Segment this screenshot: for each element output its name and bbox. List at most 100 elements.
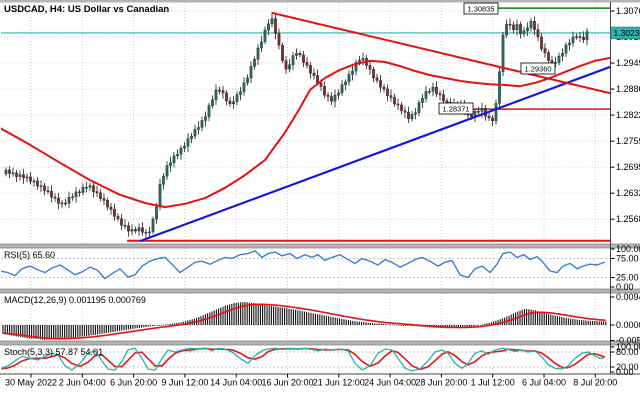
candle-body — [403, 110, 407, 113]
candle-body — [176, 154, 179, 156]
macd-histogram-bar — [374, 323, 376, 325]
macd-histogram-bar — [185, 321, 187, 325]
candle-body — [137, 227, 141, 232]
macd-histogram-bar — [398, 324, 400, 326]
candle-body — [102, 198, 106, 201]
macd-histogram-bar — [101, 325, 103, 334]
macd-histogram-bar — [235, 302, 237, 325]
stoch-scale-label: 20.00 — [616, 362, 639, 372]
candle-body — [197, 127, 200, 130]
price-axis[interactable]: 1.307651.301301.294951.288601.282251.275… — [610, 6, 640, 377]
macd-histogram-bar — [589, 320, 591, 325]
time-tick-label: 30 May 2022 — [5, 378, 57, 388]
candle-body — [253, 59, 256, 67]
macd-histogram-bar — [389, 324, 391, 326]
candle-body — [529, 20, 533, 29]
level-label-box — [520, 62, 556, 75]
macd-histogram-bar — [451, 325, 453, 328]
candle-body — [400, 104, 403, 112]
candle-body — [263, 29, 267, 42]
candle-body — [190, 135, 193, 139]
candle-body — [375, 77, 379, 81]
macd-histogram-bar — [325, 315, 327, 325]
rsi-line — [1, 250, 606, 280]
candle-body — [354, 62, 358, 72]
price-tick-label: 1.26955 — [616, 162, 640, 172]
candle-body — [312, 72, 316, 76]
macd-histogram-bar — [475, 325, 477, 326]
macd-histogram-bar — [578, 319, 580, 325]
macd-histogram-bar — [123, 325, 125, 331]
macd-histogram-bar — [152, 325, 154, 327]
main-price-panel[interactable] — [0, 7, 610, 243]
macd-histogram-bar — [581, 320, 583, 325]
candle-body — [295, 53, 298, 56]
macd-histogram-bar — [281, 307, 283, 325]
candle-body — [11, 172, 15, 175]
current-price-box — [610, 26, 640, 40]
candle-body — [333, 94, 337, 102]
macd-histogram-bar — [132, 325, 134, 329]
candle-body — [239, 91, 242, 95]
macd-histogram-bar — [372, 323, 374, 325]
macd-histogram-bar — [116, 325, 118, 332]
price-tick-label: 1.25685 — [616, 214, 640, 224]
candle-body — [561, 53, 564, 57]
macd-histogram-bar — [383, 324, 385, 325]
candle-body — [498, 71, 501, 104]
macd-histogram-bar — [99, 325, 101, 335]
macd-histogram-bar — [279, 307, 281, 325]
macd-histogram-bar — [46, 325, 48, 340]
price-tick-label: 1.28860 — [616, 84, 640, 94]
time-tick-label: 14 Jun 04:00 — [210, 378, 262, 388]
macd-histogram-bar — [169, 323, 171, 325]
rsi-scale-label: 75.00 — [616, 254, 639, 264]
macd-histogram-bar — [110, 325, 112, 333]
macd-scale-label: 0.009495 — [616, 292, 640, 302]
macd-histogram-bar — [495, 320, 497, 325]
candle-body — [162, 175, 165, 185]
candle-body — [25, 176, 29, 179]
macd-histogram-bar — [317, 314, 319, 325]
panel-separators — [0, 0, 640, 375]
candle-body — [575, 36, 578, 38]
candle-body — [319, 82, 323, 87]
macd-histogram-bar — [266, 305, 268, 325]
macd-histogram-bar — [556, 316, 558, 325]
macd-histogram-bar — [565, 317, 567, 325]
candle-body — [246, 77, 249, 84]
macd-histogram-bar — [83, 325, 85, 337]
candle-body — [81, 187, 85, 193]
rsi-panel[interactable] — [0, 250, 610, 280]
descending-trendline — [271, 11, 610, 95]
time-tick-label: 8 Jul 20:00 — [573, 378, 617, 388]
macd-histogram-bar — [61, 325, 63, 339]
candle-body — [235, 94, 239, 102]
macd-histogram-bar — [13, 325, 15, 337]
chart-title: USDCAD, H4: US Dollar vs Canadian — [4, 4, 169, 15]
macd-histogram-bar — [499, 319, 501, 325]
candle-body — [204, 116, 207, 121]
macd-histogram-bar — [312, 313, 314, 325]
time-axis[interactable]: 30 May 2022 2 Jun 04:00 6 Jun 20:00 9 Jun 1… — [5, 374, 617, 388]
candle-body — [141, 227, 144, 233]
macd-histogram-bar — [268, 305, 270, 325]
macd-histogram-bar — [42, 325, 44, 340]
macd-histogram-bar — [468, 325, 470, 327]
candle-body — [127, 225, 130, 232]
candle-body — [515, 24, 519, 30]
time-tick-label: 6 Jul 04:00 — [522, 378, 566, 388]
macd-histogram-bar — [160, 325, 162, 326]
candle-body — [155, 206, 158, 220]
macd-histogram-bar — [576, 319, 578, 325]
macd-histogram-bar — [149, 325, 151, 327]
macd-histogram-bar — [466, 325, 468, 327]
moving-average-line — [1, 56, 610, 209]
macd-histogram-bar — [6, 325, 8, 335]
candle-body — [585, 31, 589, 40]
macd-histogram-bar — [167, 324, 169, 325]
stoch-panel[interactable] — [0, 347, 610, 372]
macd-panel[interactable] — [1, 301, 610, 340]
macd-histogram-bar — [603, 321, 605, 325]
